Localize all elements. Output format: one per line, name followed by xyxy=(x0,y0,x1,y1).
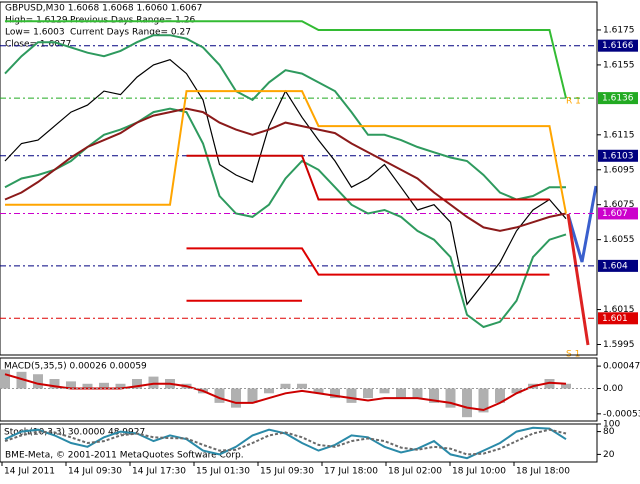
x-tick-label: 17 Jul 18:00 xyxy=(324,467,378,477)
x-tick-label: 18 Jul 10:00 xyxy=(452,467,506,477)
x-tick-label: 18 Jul 02:00 xyxy=(388,467,442,477)
r1-label: R 1 xyxy=(566,97,581,107)
histogram-bar xyxy=(148,376,159,389)
x-tick-label: 14 Jul 17:30 xyxy=(132,467,186,477)
indicator-line xyxy=(5,90,567,214)
y-tick-label: 1.6055 xyxy=(603,235,635,245)
histogram-bar xyxy=(49,379,60,389)
indicator-line xyxy=(186,154,550,201)
histogram-bar xyxy=(0,369,10,389)
level-box xyxy=(598,149,638,162)
indicator-line xyxy=(4,373,567,412)
y-tick-label: 1.6115 xyxy=(603,130,635,140)
histogram-bar xyxy=(346,388,357,403)
level-label: 1.6136 xyxy=(602,94,634,104)
panel-frame xyxy=(0,423,598,463)
y-tick-label: 1.5995 xyxy=(603,340,635,350)
indicator-line xyxy=(4,428,567,456)
close: Close= 1.6077 xyxy=(5,40,71,50)
level-box xyxy=(598,312,638,325)
histogram-bar xyxy=(264,388,274,394)
level-box xyxy=(598,207,638,220)
forecast-arrow xyxy=(566,185,598,263)
y-tick-label: 100 xyxy=(603,420,620,430)
histogram-bar xyxy=(495,388,505,403)
histogram-bar xyxy=(363,388,373,399)
level-label: 1.6103 xyxy=(602,151,634,161)
low: Low= 1.6003 xyxy=(5,28,65,38)
histogram-bar xyxy=(33,374,43,389)
histogram-bar xyxy=(462,388,472,418)
x-tick-label: 15 Jul 09:30 xyxy=(260,467,314,477)
histogram-bar xyxy=(313,388,324,394)
histogram-bar xyxy=(396,388,406,399)
level-label: 1.607 xyxy=(602,209,628,219)
histogram-bar xyxy=(99,382,109,389)
panel-frame xyxy=(0,1,598,356)
y-tick-label: 0.00 xyxy=(603,384,623,394)
indicator-line xyxy=(4,107,567,232)
indicator-line xyxy=(5,20,567,99)
histogram-bar xyxy=(561,383,571,389)
forecast-arrow xyxy=(566,213,590,346)
x-tick-label: 14 Jul 09:30 xyxy=(68,467,122,477)
indicator-line xyxy=(4,34,566,201)
histogram-bar xyxy=(511,388,522,394)
y-tick-label: 1.6015 xyxy=(603,305,635,315)
y-tick-label: 1.6075 xyxy=(603,200,635,210)
histogram-bar xyxy=(445,388,456,408)
histogram-bar xyxy=(330,388,340,399)
copyright: BME-Meta, © 2001-2011 MetaQuotes Softwar… xyxy=(5,451,244,461)
indicator-line xyxy=(4,426,567,460)
histogram-bar xyxy=(82,383,93,389)
y-tick-label: -0.00053 xyxy=(603,409,640,419)
histogram-bar xyxy=(16,371,27,389)
level-box xyxy=(598,259,638,272)
y-tick-label: 20 xyxy=(603,450,615,460)
histogram-bar xyxy=(115,383,126,389)
level-box xyxy=(598,92,638,105)
histogram-bar xyxy=(412,388,423,399)
y-tick-label: 0.00047 xyxy=(603,362,640,372)
cur-range: Current Days Range= 0.27 xyxy=(70,28,191,38)
x-tick-label: 14 Jul 2011 xyxy=(4,467,55,477)
y-tick-label: 80 xyxy=(603,427,615,437)
level-label: 1.601 xyxy=(602,314,628,324)
y-tick-label: 1.6175 xyxy=(603,25,635,35)
histogram-bar xyxy=(214,388,225,403)
histogram-bar xyxy=(478,388,489,413)
histogram-bar xyxy=(429,388,439,403)
histogram-bar xyxy=(66,381,76,389)
histogram-bar xyxy=(247,388,258,403)
y-tick-label: 1.6095 xyxy=(603,165,635,175)
histogram-bar xyxy=(379,388,390,394)
histogram-bar xyxy=(231,388,241,408)
indicator-line xyxy=(186,247,550,276)
histogram-bar xyxy=(280,383,291,389)
symbol-line: GBPUSD,M30 1.6068 1.6068 1.6060 1.6067 xyxy=(5,4,202,14)
histogram-bar xyxy=(132,379,142,389)
histogram-bar xyxy=(297,383,307,389)
y-tick-label: 1.6155 xyxy=(603,60,635,70)
panel-frame xyxy=(0,357,598,422)
x-tick-label: 18 Jul 18:00 xyxy=(516,467,570,477)
indicator-line xyxy=(4,107,567,329)
x-tick-label: 15 Jul 01:30 xyxy=(196,467,250,477)
level-label: 1.6166 xyxy=(602,41,634,51)
level-label: 1.604 xyxy=(602,261,628,271)
level-box xyxy=(598,39,638,52)
indicator-label: MACD(5,35,5) 0.00026 0.00059 xyxy=(4,362,147,372)
indicator-label: Stoch(10,3,3) 30.0000 48.9927 xyxy=(4,428,145,438)
